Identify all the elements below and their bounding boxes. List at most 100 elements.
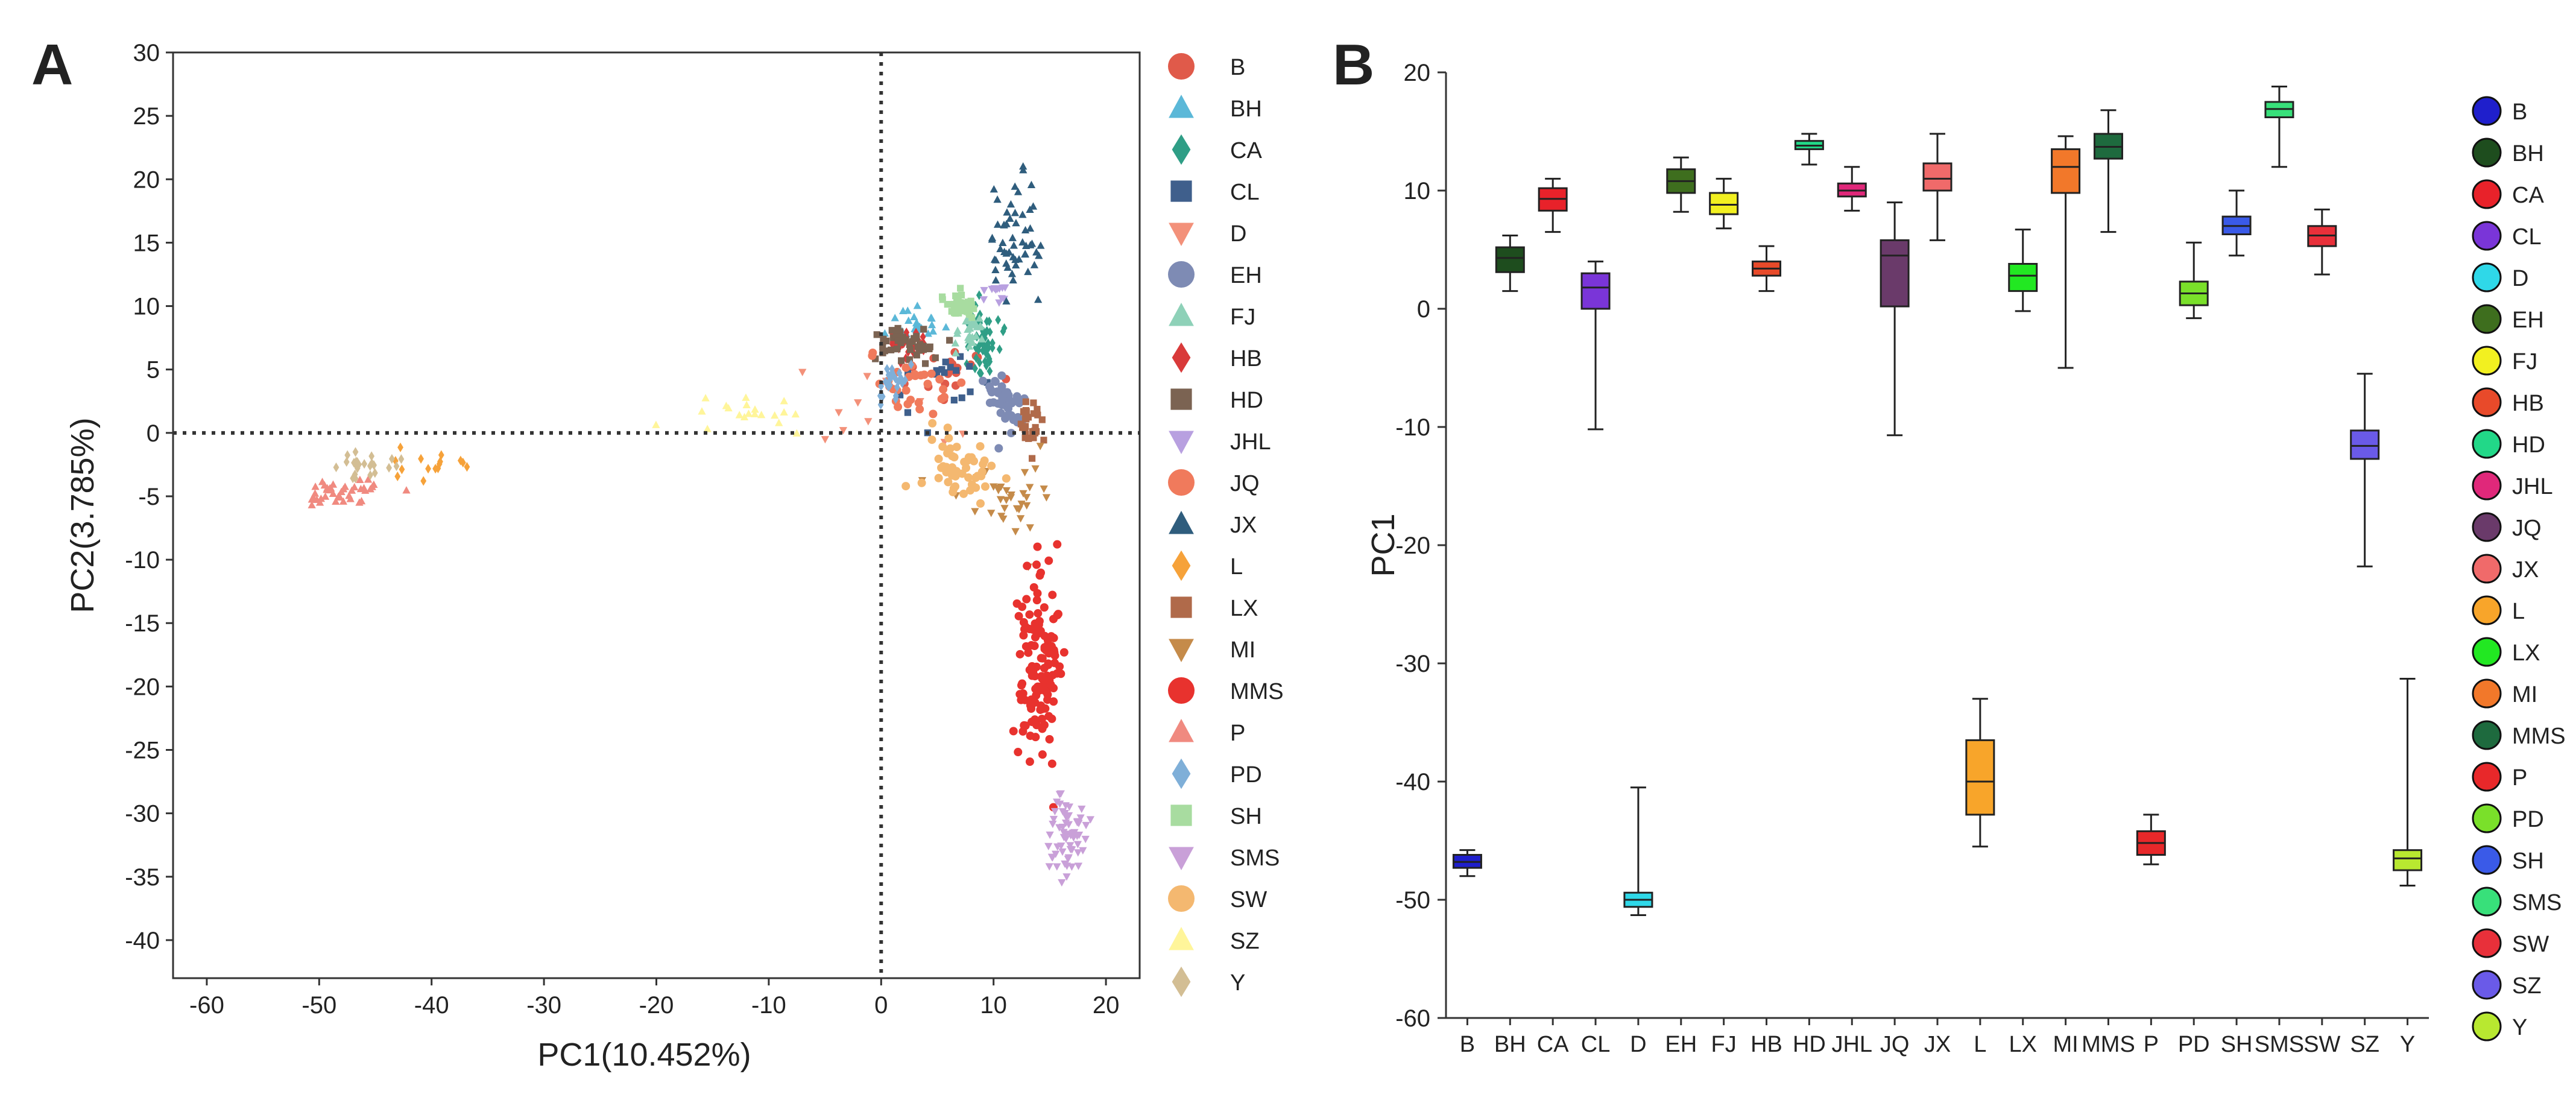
point-jx bbox=[1000, 220, 1008, 229]
point-ca bbox=[989, 343, 996, 353]
legend-label-fj: FJ bbox=[1230, 305, 1255, 330]
point-sms bbox=[1050, 807, 1059, 816]
point-l bbox=[459, 458, 466, 468]
point-jx bbox=[1018, 210, 1027, 218]
point-fj bbox=[976, 321, 985, 329]
point-p bbox=[321, 492, 330, 500]
point-mms bbox=[1034, 609, 1043, 618]
point-sz bbox=[703, 425, 712, 432]
point-jq bbox=[935, 375, 944, 384]
legend-label-hd: HD bbox=[1230, 388, 1263, 413]
point-lx bbox=[1021, 434, 1029, 441]
point-sw bbox=[959, 489, 968, 498]
series-y bbox=[333, 447, 405, 484]
box-body-bh bbox=[1495, 246, 1525, 273]
legend-label-sms: SMS bbox=[1230, 845, 1280, 871]
point-sz bbox=[698, 407, 706, 415]
point-sms bbox=[1052, 850, 1060, 858]
point-mms bbox=[1040, 663, 1049, 672]
box-jx: JX bbox=[1922, 133, 1953, 1057]
point-l bbox=[436, 459, 443, 469]
point-sw bbox=[967, 480, 976, 489]
legend-label-b-jx: JX bbox=[2512, 557, 2539, 583]
legend-marker-lx bbox=[1170, 596, 1192, 618]
point-bh bbox=[903, 306, 912, 314]
point-mi bbox=[1026, 484, 1034, 491]
point-sms bbox=[1044, 842, 1053, 850]
point-d bbox=[821, 436, 830, 444]
legend-label-b-bh: BH bbox=[2512, 141, 2544, 166]
y-tick-label-b--10: -10 bbox=[1395, 414, 1430, 441]
point-eh bbox=[993, 387, 1002, 396]
legend-marker-b-sms bbox=[2472, 887, 2502, 917]
point-ca bbox=[983, 326, 990, 337]
y-tick-label--30: -30 bbox=[125, 801, 160, 827]
point-sms bbox=[1062, 830, 1071, 838]
box-body-y bbox=[2393, 849, 2423, 871]
point-y bbox=[351, 458, 357, 468]
point-sw bbox=[967, 453, 976, 462]
point-mms bbox=[1014, 612, 1023, 621]
legend-label-b-jhl: JHL bbox=[2512, 474, 2553, 499]
point-l bbox=[432, 464, 439, 474]
point-y bbox=[350, 473, 356, 484]
point-jx bbox=[1018, 238, 1027, 246]
point-mms bbox=[1053, 610, 1062, 619]
legend-marker-hd bbox=[1170, 388, 1192, 410]
point-jx bbox=[1015, 255, 1023, 263]
point-hd bbox=[920, 326, 927, 333]
point-fj bbox=[964, 325, 972, 333]
legend-marker-jhl bbox=[1169, 431, 1194, 454]
point-eh bbox=[1014, 412, 1023, 422]
legend-label-mi: MI bbox=[1230, 637, 1255, 663]
legend-a: B BH CA CL D EH FJ HB HD JHL JQ JX L LX MI MMS P PD SH SMS S… bbox=[1168, 53, 1284, 997]
point-sw bbox=[980, 482, 990, 491]
scatter-chart-panel-a: -60 -50 -40 -30 -20 -10 0 10 20 30 25 20 15 10 5 0 -5 -10… bbox=[65, 40, 1284, 1073]
box-d: D bbox=[1623, 786, 1653, 1057]
point-ca bbox=[973, 353, 979, 363]
legend-label-d: D bbox=[1230, 221, 1246, 247]
legend-marker-mms bbox=[1168, 677, 1195, 704]
y-tick-label-0: 0 bbox=[147, 420, 160, 447]
point-mi bbox=[1011, 528, 1020, 536]
y-tick-label--35: -35 bbox=[125, 864, 160, 891]
legend-marker-b-l bbox=[2472, 595, 2502, 625]
point-sh bbox=[957, 285, 964, 292]
point-eh bbox=[1006, 429, 1015, 438]
x-tick-label-b-jhl: JHL bbox=[1831, 1032, 1872, 1057]
point-ca bbox=[976, 290, 982, 300]
point-jhl bbox=[988, 285, 996, 294]
point-sz bbox=[724, 403, 733, 412]
legend-label-hb: HB bbox=[1230, 346, 1262, 371]
y-tick-label-b--50: -50 bbox=[1395, 887, 1430, 914]
point-y bbox=[398, 454, 405, 464]
point-lx bbox=[1022, 398, 1029, 405]
point-fj bbox=[977, 335, 987, 343]
point-mms bbox=[1053, 540, 1062, 549]
point-sms bbox=[1062, 862, 1072, 870]
x-tick-label-b-sw: SW bbox=[2303, 1032, 2340, 1057]
point-sw bbox=[964, 473, 973, 482]
point-jq bbox=[915, 405, 924, 414]
box-body-jx bbox=[1922, 162, 1953, 192]
box-y: Y bbox=[2393, 677, 2423, 1057]
point-l bbox=[425, 464, 431, 474]
legend-marker-b-hb bbox=[2472, 387, 2502, 417]
point-mms bbox=[1018, 689, 1028, 698]
point-jx bbox=[990, 185, 998, 193]
legend-label-b-b: B bbox=[2512, 100, 2527, 125]
box-ca: CA bbox=[1537, 177, 1569, 1057]
point-mi bbox=[1007, 491, 1015, 499]
point-pd bbox=[878, 381, 885, 391]
x-tick-label--10: -10 bbox=[751, 992, 786, 1019]
series-lx bbox=[1017, 398, 1047, 462]
y-tick-label-b-10: 10 bbox=[1404, 178, 1431, 204]
legend-label-mms: MMS bbox=[1230, 679, 1284, 704]
point-jx bbox=[1008, 270, 1017, 277]
box-lx: LX bbox=[2008, 229, 2038, 1057]
legend-marker-b-cl bbox=[2472, 221, 2502, 251]
x-axis-label-a: PC1(10.452%) bbox=[537, 1037, 751, 1073]
point-d bbox=[863, 373, 871, 381]
legend-marker-pd bbox=[1172, 758, 1191, 789]
